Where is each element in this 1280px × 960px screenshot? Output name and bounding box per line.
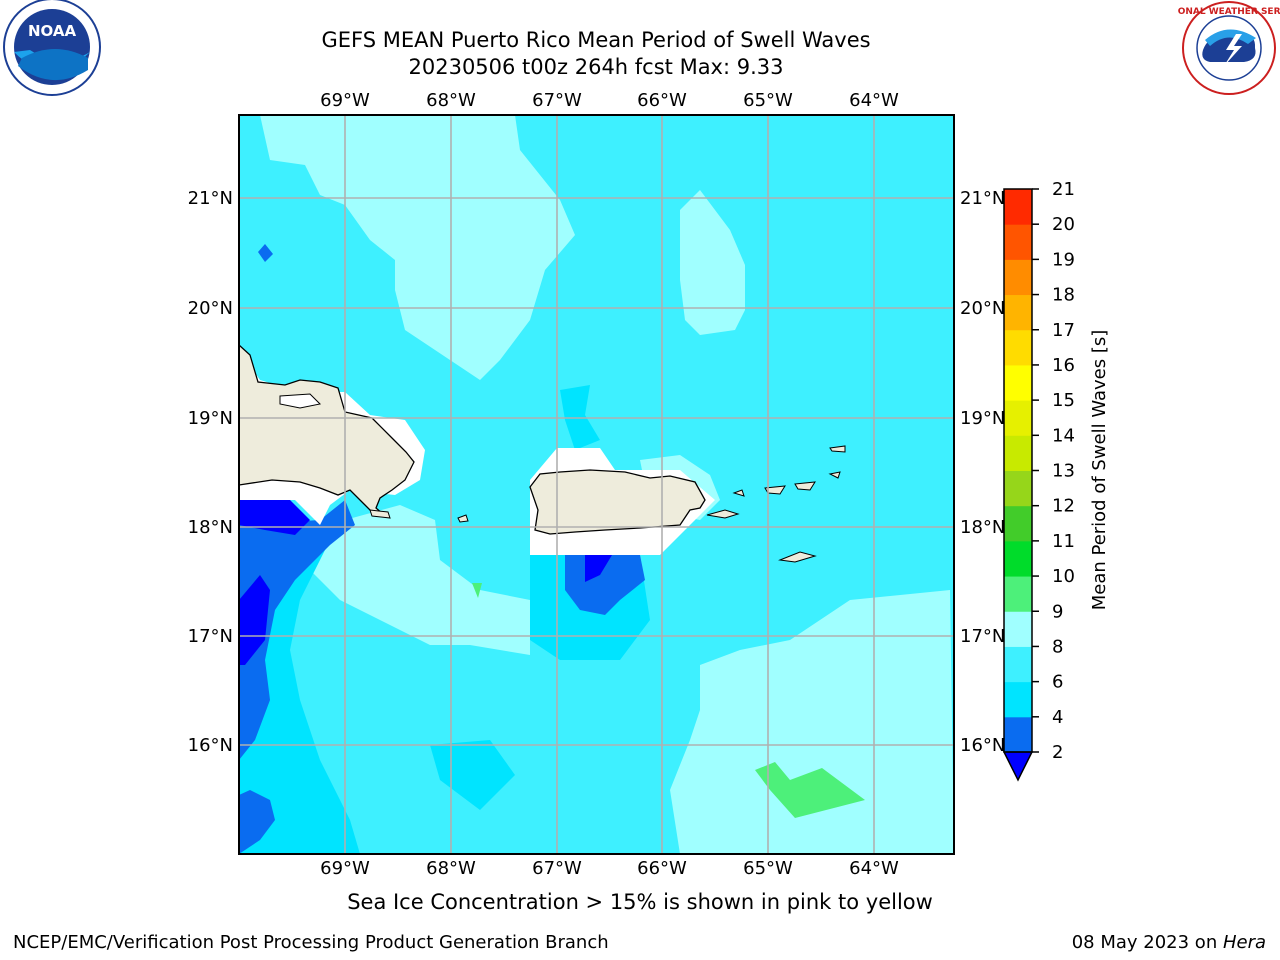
lat-label-left: 21°N	[188, 188, 233, 209]
lon-label-bottom: 65°W	[743, 858, 793, 879]
colorbar-segment	[1004, 259, 1032, 296]
land-bay	[279, 393, 322, 409]
swell-period-field	[239, 115, 954, 854]
lat-label-right: 16°N	[960, 735, 1005, 756]
colorbar-tick-label: 17	[1052, 320, 1075, 341]
lon-label-top: 64°W	[849, 90, 899, 111]
colorbar-tick-label: 11	[1052, 531, 1075, 552]
colorbar-segment	[1004, 189, 1032, 225]
lat-label-left: 20°N	[188, 298, 233, 319]
field-lt2s-south-pr	[585, 555, 612, 582]
colorbar-tick-label: 16	[1052, 355, 1075, 376]
field-9-10s-small	[472, 583, 482, 598]
lon-label-bottom: 64°W	[849, 858, 899, 879]
field-8-9s-north	[260, 115, 575, 380]
lon-label-top: 69°W	[320, 90, 370, 111]
colorbar-segment	[1004, 576, 1032, 612]
land-saona	[369, 509, 391, 519]
field-2-4s-north	[258, 244, 273, 262]
footer-machine: Hera	[1222, 932, 1266, 953]
colorbar-label: Mean Period of Swell Waves [s]	[1089, 330, 1110, 611]
colorbar-segment	[1004, 400, 1032, 436]
colorbar-tick-label: 9	[1052, 601, 1063, 622]
noaa-logo: NOAA	[3, 0, 101, 96]
lat-label-left: 19°N	[188, 408, 233, 429]
map-frame	[238, 114, 955, 855]
lon-label-bottom: 68°W	[426, 858, 476, 879]
colorbar-segment	[1004, 540, 1032, 577]
nws-logo: NATIONAL WEATHER SERVICE	[1178, 1, 1280, 95]
lat-label-right: 20°N	[960, 298, 1005, 319]
colorbar-tick-label: 12	[1052, 496, 1075, 517]
svg-text:NATIONAL WEATHER SERVICE: NATIONAL WEATHER SERVICE	[1178, 7, 1280, 17]
field-2-4s-west	[239, 500, 355, 760]
colorbar-tick-label: 4	[1052, 707, 1063, 728]
colorbar-tick-label: 19	[1052, 249, 1075, 270]
lon-label-top: 66°W	[637, 90, 687, 111]
land-hispaniola	[239, 344, 415, 516]
land-virgin-gorda	[828, 471, 841, 479]
colorbar: 2 4 6 8 9 10 11 12 13 14 15 16 17 18 19 20 21	[1002, 179, 1075, 782]
colorbar-extend-low	[1002, 751, 1034, 782]
field-lt2s-west	[239, 575, 270, 665]
colorbar-segment	[1004, 224, 1032, 260]
field-9-10s	[755, 762, 865, 818]
footer-date: 08 May 2023 on Hera	[1072, 932, 1266, 953]
colorbar-segment	[1004, 364, 1032, 401]
colorbar-tick-label: 13	[1052, 461, 1075, 482]
colorbar-segment	[1004, 611, 1032, 647]
map-title: GEFS MEAN Puerto Rico Mean Period of Swe…	[321, 28, 871, 52]
lon-label-bottom: 67°W	[532, 858, 582, 879]
field-8-9s-mona	[300, 505, 530, 655]
colorbar-tick-label: 18	[1052, 285, 1075, 306]
field-8-9s-east	[680, 190, 745, 335]
lon-label-top: 68°W	[426, 90, 476, 111]
land-tortola	[794, 481, 816, 491]
colorbar-tick-label: 15	[1052, 390, 1075, 411]
land-vieques	[706, 509, 740, 519]
land-st-thomas	[764, 485, 786, 495]
colorbar-tick-label: 10	[1052, 566, 1075, 587]
lat-label-left: 18°N	[188, 517, 233, 538]
colorbar-segment	[1004, 329, 1032, 366]
sea-ice-note: Sea Ice Concentration > 15% is shown in …	[347, 890, 933, 914]
colorbar-tick-label: 20	[1052, 214, 1075, 235]
colorbar-segment	[1004, 435, 1032, 471]
colorbar-segment	[1004, 470, 1032, 507]
lat-label-right: 21°N	[960, 188, 1005, 209]
lat-label-left: 17°N	[188, 626, 233, 647]
lon-label-bottom: 69°W	[320, 858, 370, 879]
lat-label-right: 17°N	[960, 626, 1005, 647]
lat-label-right: 18°N	[960, 517, 1005, 538]
map-subtitle: 20230506 t00z 264h fcst Max: 9.33	[408, 55, 784, 79]
colorbar-segment	[1004, 505, 1032, 542]
land-mona	[457, 514, 469, 523]
colorbar-segment	[1004, 646, 1032, 683]
colorbar-segment	[1004, 294, 1032, 331]
colorbar-tick-label: 8	[1052, 636, 1063, 657]
land-anegada	[829, 445, 846, 453]
field-8-9s-southeast	[670, 590, 954, 854]
lat-label-right: 19°N	[960, 408, 1005, 429]
colorbar-tick-label: 2	[1052, 742, 1063, 763]
lon-label-top: 65°W	[743, 90, 793, 111]
gridlines	[239, 115, 954, 854]
colorbar-tick-label: 21	[1052, 179, 1075, 200]
footer-date-text: 08 May 2023 on	[1071, 932, 1223, 953]
lat-label-left: 16°N	[188, 735, 233, 756]
lon-label-top: 67°W	[532, 90, 582, 111]
svg-text:NOAA: NOAA	[28, 22, 77, 40]
footer-org: NCEP/EMC/Verification Post Processing Pr…	[13, 932, 609, 953]
colorbar-segment	[1004, 716, 1032, 753]
lon-label-bottom: 66°W	[637, 858, 687, 879]
colorbar-tick-label: 6	[1052, 672, 1063, 693]
land-culebra	[732, 489, 745, 497]
colorbar-tick-label: 14	[1052, 425, 1075, 446]
colorbar-segment	[1004, 681, 1032, 718]
field-2-4s-southwest	[239, 790, 275, 854]
land-st-croix	[778, 551, 817, 563]
